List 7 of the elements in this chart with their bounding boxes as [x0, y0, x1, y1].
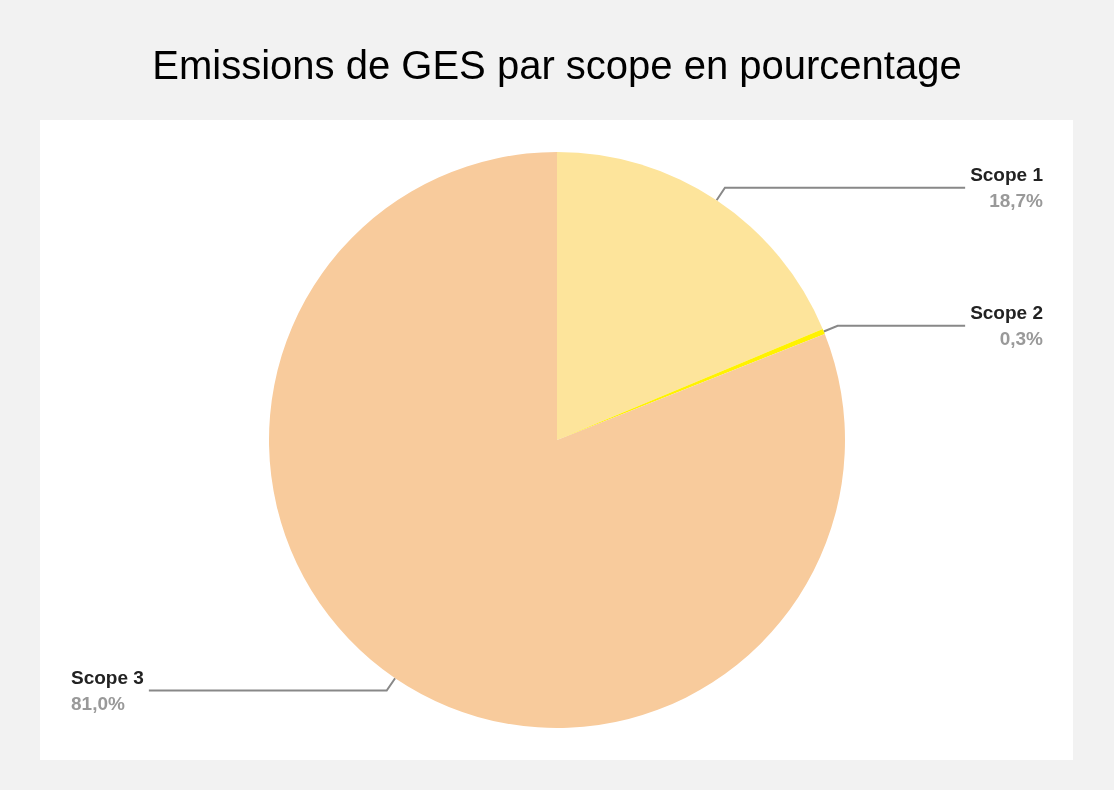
- data-label: 81,0%: [71, 693, 125, 715]
- data-label: 0,3%: [999, 328, 1044, 350]
- data-label: 18,7%: [989, 190, 1044, 212]
- slice-label: Scope 2: [970, 302, 1043, 324]
- slice-label: Scope 3: [71, 667, 144, 689]
- slice-label: Scope 1: [970, 164, 1044, 186]
- chart-title: Emissions de GES par scope en pourcentage: [152, 43, 962, 87]
